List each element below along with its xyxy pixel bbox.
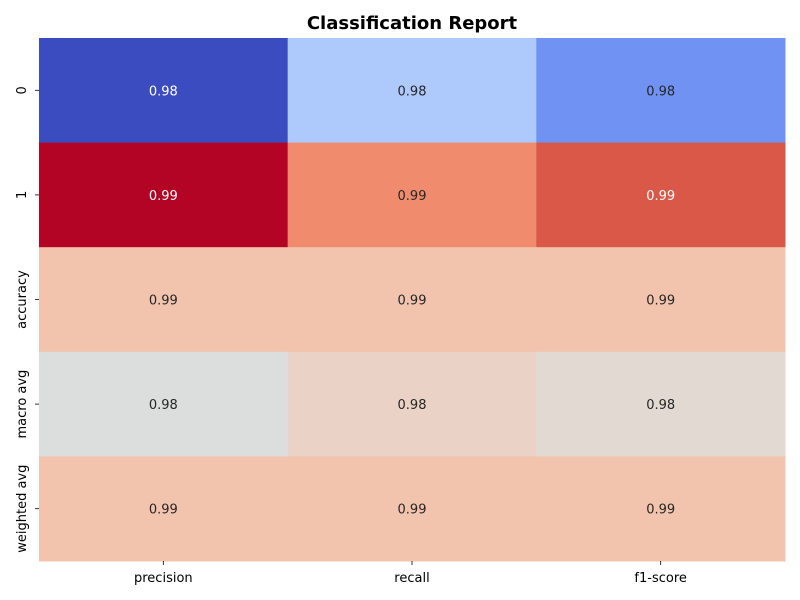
heatmap-cell (39, 456, 289, 562)
cell-value-label: 0.99 (646, 294, 675, 309)
cell-value-label: 0.99 (646, 189, 675, 204)
cell-value-label: 0.99 (398, 294, 427, 309)
heatmap-cell (536, 38, 786, 144)
cell-value-label: 0.99 (646, 503, 675, 518)
y-tick-label: weighted avg (15, 465, 30, 553)
heatmap-cell (39, 142, 289, 248)
y-tick-label: 1 (15, 191, 30, 199)
cell-value-label: 0.99 (398, 503, 427, 518)
heatmap-cell (39, 247, 289, 353)
cell-value-label: 0.98 (646, 398, 675, 413)
heatmap-cell (536, 456, 786, 562)
heatmap-cell (536, 247, 786, 353)
cell-value-label: 0.99 (149, 189, 178, 204)
x-axis: precision recall f1-score (134, 561, 687, 586)
y-tick-label: 0 (15, 86, 30, 94)
cell-value-label: 0.98 (646, 84, 675, 99)
y-axis: 0 1 accuracy macro avg weighted avg (15, 86, 39, 553)
heatmap-cells: 0.98 0.98 0.98 0.99 0.99 0.99 0.99 0.99 0.99 0.98… (39, 38, 786, 562)
y-tick-label: macro avg (15, 370, 30, 439)
heatmap-cell (39, 351, 289, 457)
cell-value-label: 0.98 (149, 398, 178, 413)
chart-title: Classification Report (307, 13, 518, 34)
cell-value-label: 0.99 (149, 294, 178, 309)
heatmap-cell (287, 142, 537, 248)
heatmap-cell (287, 456, 537, 562)
cell-value-label: 0.99 (149, 503, 178, 518)
x-tick-label: recall (394, 571, 429, 586)
heatmap-cell (536, 142, 786, 248)
heatmap-cell (536, 351, 786, 457)
cell-value-label: 0.98 (398, 398, 427, 413)
heatmap-cell (39, 38, 289, 144)
cell-value-label: 0.98 (149, 84, 178, 99)
x-tick-label: precision (134, 571, 193, 586)
cell-value-label: 0.98 (398, 84, 427, 99)
heatmap-cell (287, 247, 537, 353)
y-tick-label: accuracy (15, 270, 30, 329)
heatmap-cell (287, 38, 537, 144)
x-tick-label: f1-score (634, 571, 686, 586)
heatmap-cell (287, 351, 537, 457)
cell-value-label: 0.99 (398, 189, 427, 204)
